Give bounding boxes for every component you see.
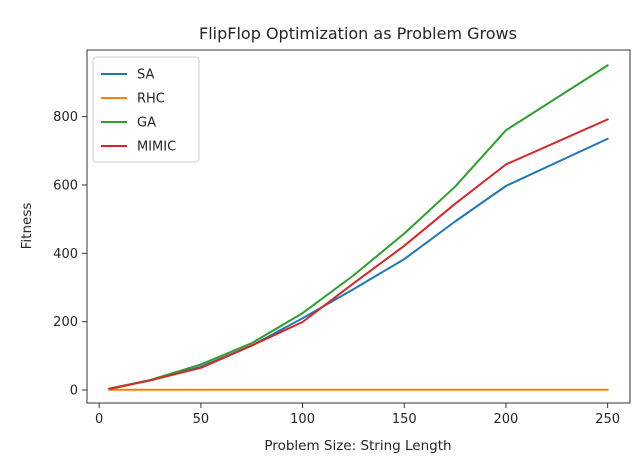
series-line-ga (108, 64, 609, 390)
legend-label-sa: SA (137, 68, 154, 83)
legend-label-rhc: RHC (137, 92, 165, 107)
lines-layer (108, 64, 609, 391)
x-axis-label: Problem Size: String Length (264, 438, 451, 454)
x-tick-label: 0 (95, 412, 103, 427)
y-tick-label: 800 (53, 110, 78, 125)
x-axis-ticks: 0 50 100 150 200 250 (95, 403, 620, 427)
y-tick-label: 400 (53, 247, 78, 262)
y-tick-label: 0 (70, 384, 78, 399)
legend: SA RHC GA MIMIC (92, 56, 200, 163)
x-tick-label: 250 (595, 412, 620, 427)
plot-frame (86, 49, 631, 404)
y-axis-label: Fitness (19, 203, 35, 250)
y-axis-ticks: 0 200 400 600 800 (53, 110, 87, 399)
y-tick-label: 600 (53, 178, 78, 193)
legend-label-mimic: MIMIC (137, 140, 176, 155)
x-tick-label: 200 (494, 412, 519, 427)
x-tick-label: 100 (290, 412, 315, 427)
x-tick-label: 50 (193, 412, 210, 427)
legend-frame (92, 56, 200, 163)
series-line-mimic (108, 118, 609, 391)
chart-title: FlipFlop Optimization as Problem Grows (199, 24, 517, 43)
y-tick-label: 200 (53, 315, 78, 330)
x-tick-label: 150 (392, 412, 417, 427)
legend-label-ga: GA (137, 116, 156, 131)
